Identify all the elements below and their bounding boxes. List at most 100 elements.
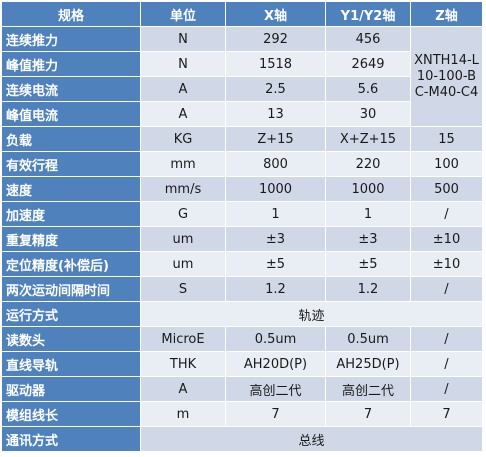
z-axis-cell: / [410, 326, 483, 352]
header-unit: 单位 [140, 1, 226, 27]
table-row: 读数头 MicroE 0.5um 0.5um / [1, 326, 483, 352]
y-axis-cell: 0.5um [325, 326, 411, 352]
table-row: 负载 KG Z+15 X+Z+15 15 [1, 126, 483, 152]
y-axis-cell: 30 [325, 101, 411, 127]
x-axis-cell: 1000 [225, 176, 326, 202]
x-axis-cell: 13 [225, 101, 326, 127]
unit-cell: um [140, 226, 226, 252]
x-axis-cell: 800 [225, 151, 326, 177]
table-row: 加速度 G 1 1 / [1, 201, 483, 227]
x-axis-cell: 7 [225, 401, 326, 427]
table-row: 峰值电流 A 13 30 [1, 101, 483, 127]
z-axis-model-cell: XNTH14-L10-100-BC-M40-C4 [410, 26, 483, 127]
row-label: 有效行程 [1, 151, 141, 177]
row-label: 连续推力 [1, 26, 141, 52]
y-axis-cell: 高创二代 [325, 376, 411, 402]
y-axis-cell: 7 [325, 401, 411, 427]
row-label: 通讯方式 [1, 426, 141, 452]
x-axis-cell: 0.5um [225, 326, 326, 352]
header-z-axis: Z轴 [410, 1, 483, 27]
table-row: 峰值推力 N 1518 2649 [1, 51, 483, 77]
x-axis-cell: 高创二代 [225, 376, 326, 402]
table-row: 重复精度 um ±3 ±3 ±10 [1, 226, 483, 252]
x-axis-cell: ±5 [225, 251, 326, 277]
table-row: 运行方式 轨迹 [1, 301, 483, 327]
y-axis-cell: ±3 [325, 226, 411, 252]
unit-cell: m [140, 401, 226, 427]
row-label: 运行方式 [1, 301, 141, 327]
table-row: 两次运动间隔时间 S 1.2 1.2 / [1, 276, 483, 302]
row-label: 定位精度(补偿后) [1, 251, 141, 277]
row-label: 加速度 [1, 201, 141, 227]
z-axis-cell: ±10 [410, 251, 483, 277]
y-axis-cell: 1000 [325, 176, 411, 202]
y-axis-cell: ±5 [325, 251, 411, 277]
row-label: 峰值电流 [1, 101, 141, 127]
unit-cell: A [140, 76, 226, 102]
y-axis-cell: X+Z+15 [325, 126, 411, 152]
y-axis-cell: 1.2 [325, 276, 411, 302]
y-axis-cell: 2649 [325, 51, 411, 77]
table-row: 速度 mm/s 1000 1000 500 [1, 176, 483, 202]
y-axis-cell: 456 [325, 26, 411, 52]
z-axis-cell: 100 [410, 151, 483, 177]
unit-cell: um [140, 251, 226, 277]
row-label: 连续电流 [1, 76, 141, 102]
unit-cell: mm/s [140, 176, 226, 202]
merged-value-cell: 总线 [140, 426, 483, 452]
table-row: 通讯方式 总线 [1, 426, 483, 452]
merged-value-cell: 轨迹 [140, 301, 483, 327]
unit-cell: S [140, 276, 226, 302]
row-label: 速度 [1, 176, 141, 202]
z-axis-cell: 15 [410, 126, 483, 152]
table-row: 驱动器 A 高创二代 高创二代 / [1, 376, 483, 402]
y-axis-cell: 5.6 [325, 76, 411, 102]
row-label: 两次运动间隔时间 [1, 276, 141, 302]
unit-cell: KG [140, 126, 226, 152]
unit-cell: THK [140, 351, 226, 377]
z-axis-cell: 7 [410, 401, 483, 427]
z-axis-cell: / [410, 276, 483, 302]
table-row: 有效行程 mm 800 220 100 [1, 151, 483, 177]
x-axis-cell: AH20D(P) [225, 351, 326, 377]
x-axis-cell: 292 [225, 26, 326, 52]
z-axis-cell: 500 [410, 176, 483, 202]
row-label: 直线导轨 [1, 351, 141, 377]
unit-cell: G [140, 201, 226, 227]
header-spec: 规格 [1, 1, 141, 27]
unit-cell: MicroE [140, 326, 226, 352]
table-row: 连续推力 N 292 456 XNTH14-L10-100-BC-M40-C4 [1, 26, 483, 127]
x-axis-cell: Z+15 [225, 126, 326, 152]
y-axis-cell: 220 [325, 151, 411, 177]
z-axis-cell: / [410, 376, 483, 402]
row-label: 重复精度 [1, 226, 141, 252]
unit-cell: N [140, 51, 226, 77]
z-axis-cell: ±10 [410, 226, 483, 252]
table-row: 直线导轨 THK AH20D(P) AH25D(P) / [1, 351, 483, 377]
header-y-axis: Y1/Y2轴 [325, 1, 411, 27]
x-axis-cell: ±3 [225, 226, 326, 252]
y-axis-cell: AH25D(P) [325, 351, 411, 377]
unit-cell: mm [140, 151, 226, 177]
row-label: 模组线长 [1, 401, 141, 427]
z-axis-cell: / [410, 201, 483, 227]
table-row: 定位精度(补偿后) um ±5 ±5 ±10 [1, 251, 483, 277]
x-axis-cell: 1.2 [225, 276, 326, 302]
unit-cell: A [140, 101, 226, 127]
table-row: 模组线长 m 7 7 7 [1, 401, 483, 427]
header-x-axis: X轴 [225, 1, 326, 27]
spec-table: 规格 单位 X轴 Y1/Y2轴 Z轴 连续推力 N 292 456 XNTH14… [1, 1, 483, 452]
row-label: 驱动器 [1, 376, 141, 402]
table-row: 连续电流 A 2.5 5.6 [1, 76, 483, 102]
x-axis-cell: 2.5 [225, 76, 326, 102]
header-row: 规格 单位 X轴 Y1/Y2轴 Z轴 [1, 1, 483, 27]
unit-cell: N [140, 26, 226, 52]
x-axis-cell: 1518 [225, 51, 326, 77]
row-label: 负载 [1, 126, 141, 152]
row-label: 读数头 [1, 326, 141, 352]
row-label: 峰值推力 [1, 51, 141, 77]
unit-cell: A [140, 376, 226, 402]
x-axis-cell: 1 [225, 201, 326, 227]
z-axis-cell: / [410, 351, 483, 377]
y-axis-cell: 1 [325, 201, 411, 227]
